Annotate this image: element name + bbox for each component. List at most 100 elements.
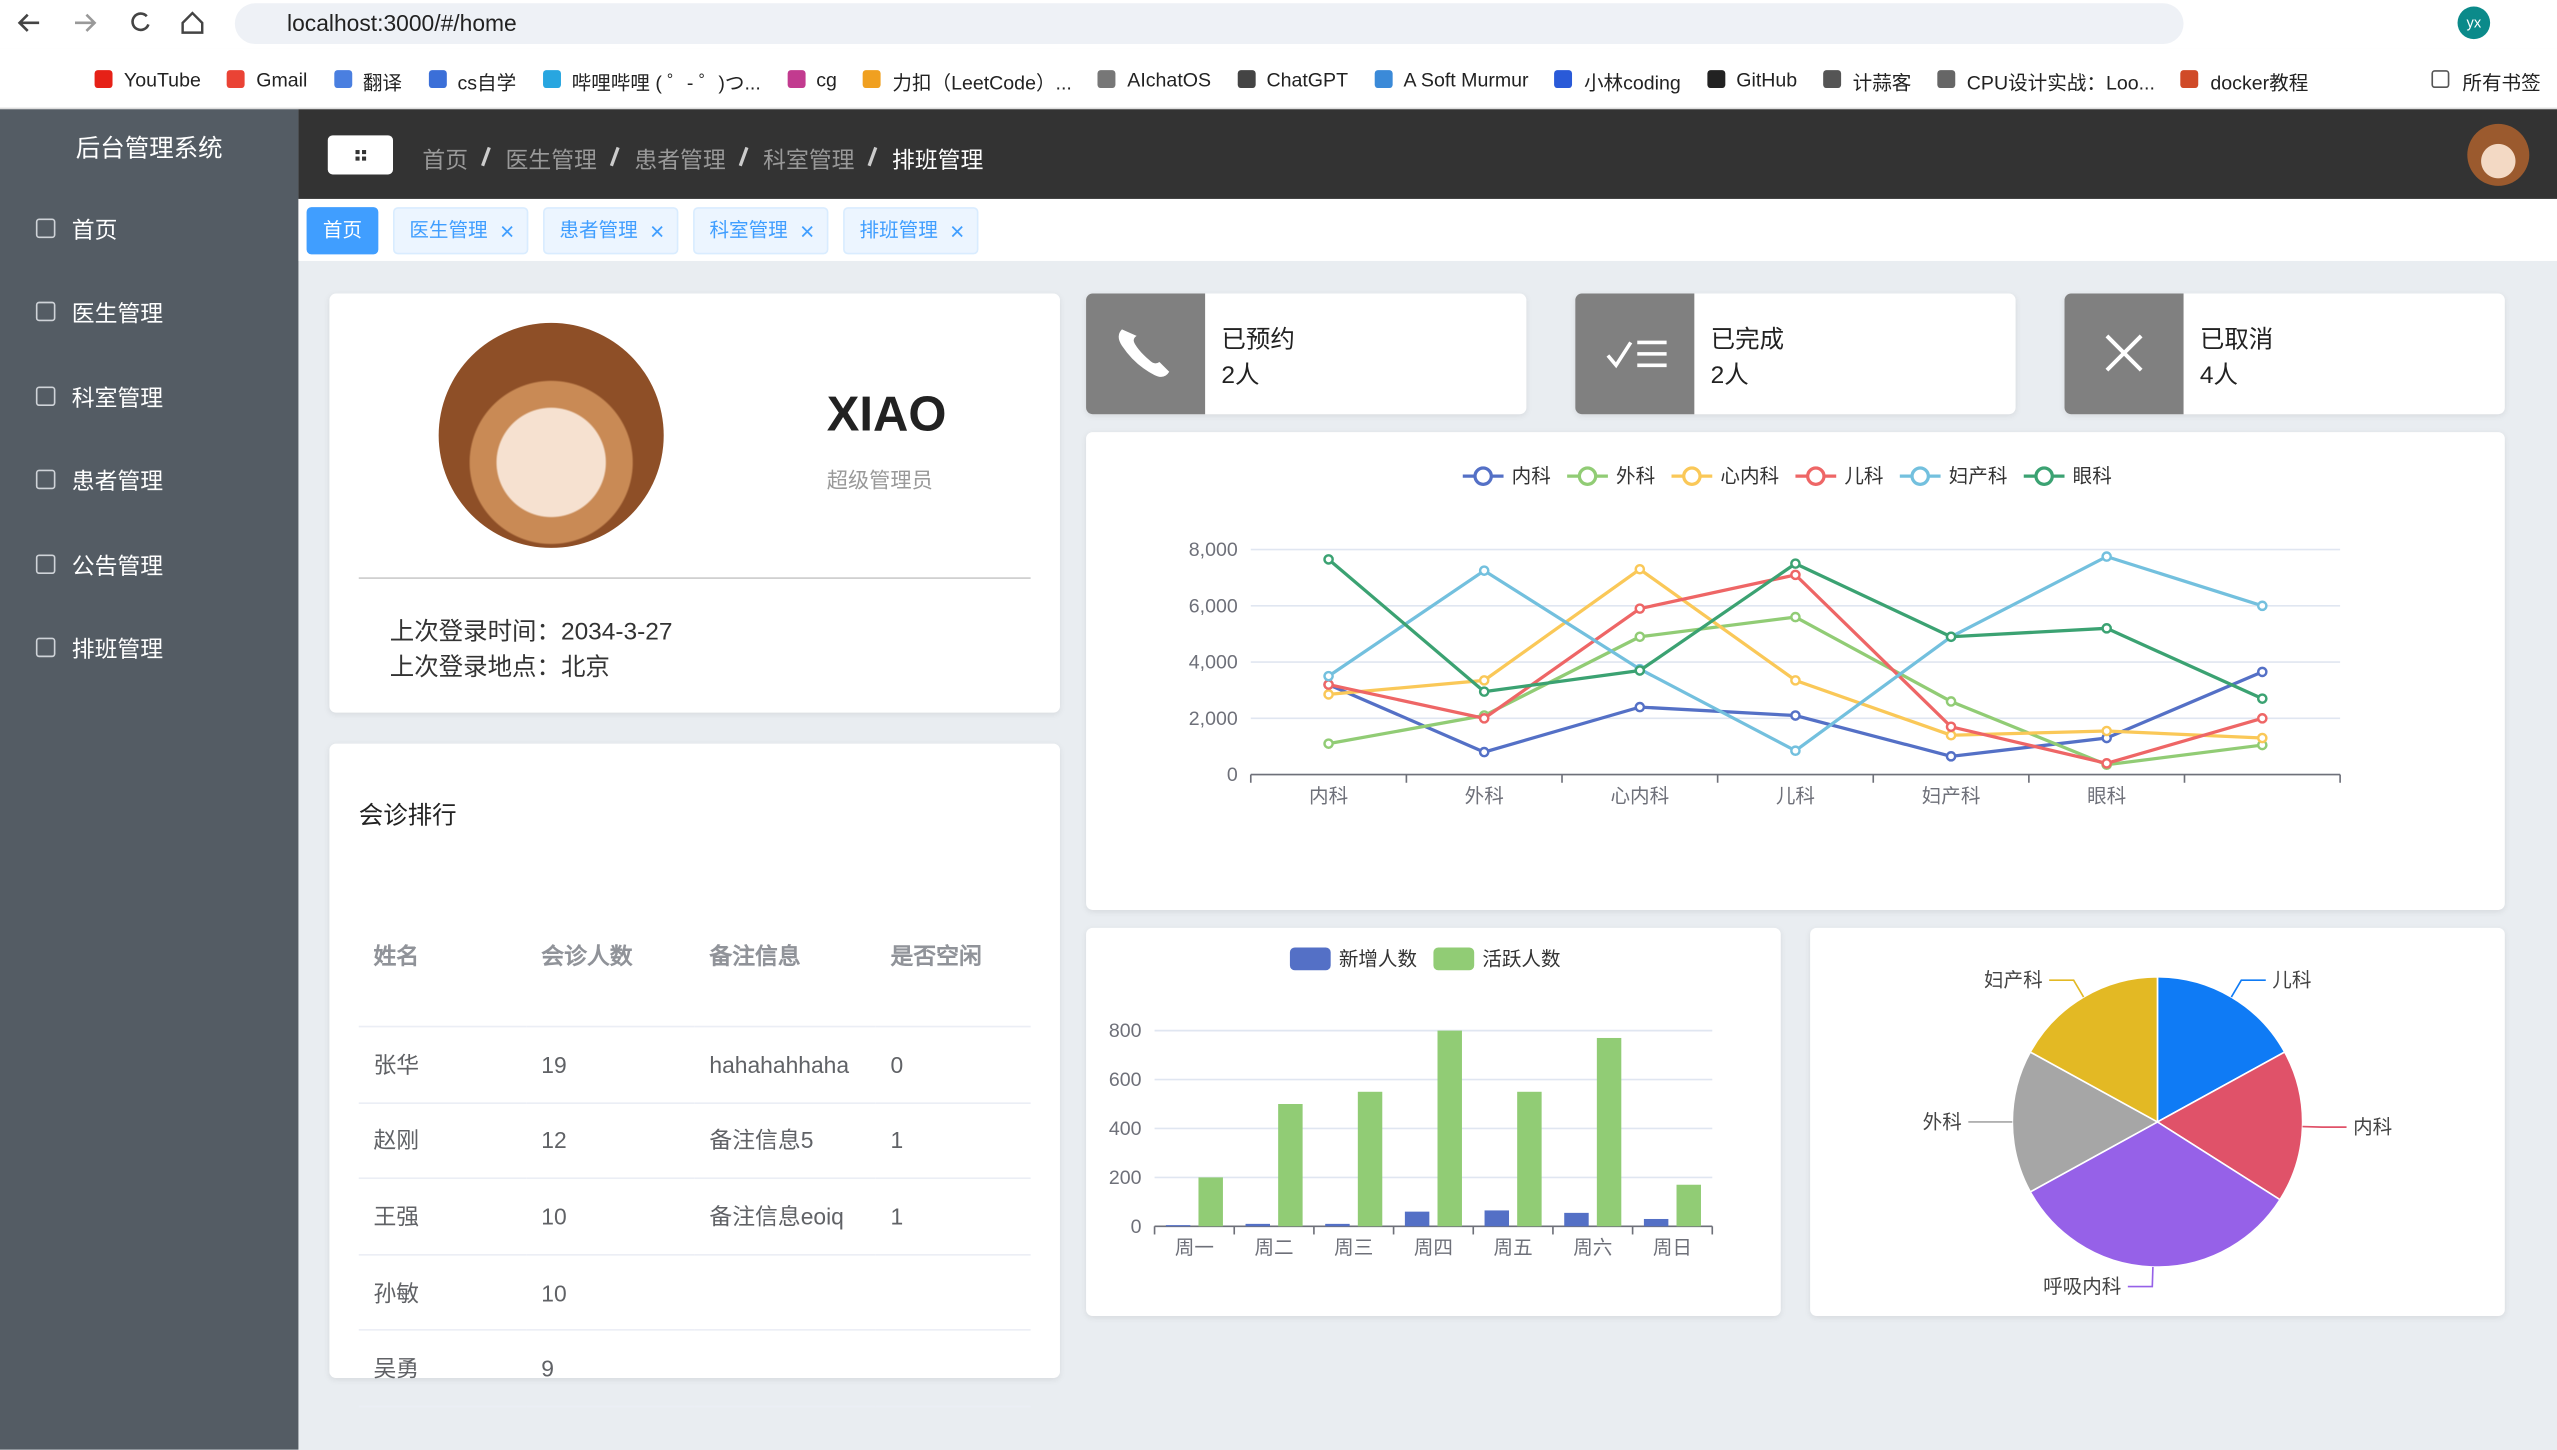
bookmark[interactable]: Gmail [256, 68, 308, 92]
breadcrumb-item[interactable]: 医生管理 [505, 146, 597, 173]
data-point [1634, 631, 1646, 643]
legend-marker [1682, 466, 1702, 486]
bookmark[interactable]: YouTube [123, 68, 201, 92]
menu-item[interactable]: 医生管理 [71, 300, 164, 327]
legend-marker [1806, 466, 1826, 486]
bookmark-icon [1237, 70, 1256, 89]
breadcrumb-item[interactable]: 首页 [422, 146, 469, 173]
tab[interactable]: 排班管理 [843, 207, 979, 255]
bookmark[interactable]: cg [816, 68, 837, 92]
profile-avatar[interactable]: yx [2457, 6, 2491, 40]
column-header: 姓名 [358, 885, 527, 1028]
pie-label: 内科 [2353, 1117, 2392, 1139]
x-tick-label: 周六 [1573, 1237, 1612, 1259]
bookmark[interactable]: 计蒜客 [1852, 71, 1912, 95]
data-point [1323, 738, 1334, 749]
tab-close[interactable] [938, 222, 977, 242]
label-line [2049, 979, 2085, 998]
data-point [2101, 725, 2112, 737]
legend-label: 内科 [1512, 466, 1551, 488]
data-point [1323, 679, 1334, 690]
breadcrumb-item[interactable]: 患者管理 [634, 146, 726, 173]
tab-close[interactable] [788, 222, 827, 242]
table-cell: 0 [875, 1026, 1031, 1104]
breadcrumb-item[interactable]: 科室管理 [763, 146, 855, 173]
menu-item[interactable]: 公告管理 [71, 552, 164, 579]
reload-icon[interactable] [131, 12, 150, 32]
x-tick-label: 周四 [1414, 1237, 1453, 1259]
table-cell: 吴勇 [358, 1330, 527, 1408]
x-tick-label: 周五 [1494, 1237, 1533, 1259]
tab-label: 医生管理 [409, 218, 488, 242]
forward-icon[interactable] [75, 13, 97, 32]
tab-close[interactable] [638, 222, 677, 242]
bookmark[interactable]: A Soft Murmur [1403, 68, 1529, 92]
user-avatar[interactable] [2467, 123, 2530, 186]
back-icon[interactable] [17, 13, 40, 32]
table-cell: 备注信息5 [694, 1102, 876, 1180]
collapse-button[interactable] [327, 135, 394, 175]
line-chart: 内科 外科 心内科 儿科 妇产科 眼科02,0004,0006,0008,000内科 外科心… [1189, 466, 2341, 807]
menu-item[interactable]: 首页 [71, 216, 118, 243]
table-cell: 备注信息eoiq [694, 1178, 876, 1256]
menu-item[interactable]: 排班管理 [71, 635, 164, 663]
data-point [2257, 732, 2268, 744]
x-tick-label: 妇产科 [1922, 785, 1981, 807]
bookmark-icon [1554, 70, 1573, 89]
bookmark[interactable]: AIchatOS [1127, 68, 1212, 92]
tab[interactable]: 医生管理 [393, 207, 529, 255]
bookmark[interactable]: 翻译 [362, 71, 403, 95]
pie-label: 儿科 [2272, 970, 2311, 992]
bookmark[interactable]: 哔哩哔哩 ( ゜- ゜)つ... [571, 71, 761, 95]
data-point [1634, 665, 1646, 676]
y-tick-label: 600 [1109, 1069, 1142, 1091]
tab[interactable]: 首页 [306, 207, 379, 255]
menu-item[interactable]: 患者管理 [71, 468, 164, 495]
url[interactable]: localhost:3000/#/home [287, 9, 517, 36]
pie-slice [2011, 1050, 2160, 1193]
legend-label: 活跃人数 [1482, 948, 1560, 970]
x-tick-label: 儿科 [1776, 785, 1815, 807]
tab-label: 科室管理 [709, 218, 788, 242]
label-line [2230, 979, 2266, 998]
bar [1278, 1104, 1303, 1227]
bar [1564, 1212, 1589, 1227]
data-point [1634, 563, 1646, 575]
bookmark[interactable]: docker教程 [2210, 71, 2309, 95]
data-point [2257, 693, 2268, 704]
bookmark[interactable]: 小林coding [1583, 71, 1681, 95]
tab[interactable]: 患者管理 [543, 207, 679, 255]
bookmark[interactable]: 力扣（LeetCode）... [892, 71, 1072, 95]
bookmark[interactable]: GitHub [1736, 68, 1798, 92]
data-point [1945, 721, 1957, 733]
pie-label: 外科 [1923, 1111, 1962, 1133]
all-bookmarks[interactable]: 所有书签 [2462, 71, 2541, 95]
divider [358, 577, 1031, 579]
legend-label: 妇产科 [1949, 466, 2008, 488]
bookmark-icon [1937, 70, 1956, 89]
bookmark[interactable]: cs自学 [457, 71, 517, 95]
cancel-icon [2105, 334, 2143, 372]
label-line [2127, 1266, 2154, 1288]
tab[interactable]: 科室管理 [693, 207, 829, 255]
sidebar [0, 109, 299, 1450]
bookmark[interactable]: CPU设计实战：Loo... [1966, 71, 2155, 95]
bar [1198, 1177, 1223, 1227]
legend-marker [1289, 947, 1331, 971]
address-bar[interactable] [234, 3, 2184, 45]
menu-item[interactable]: 科室管理 [71, 384, 164, 411]
table-row: 王强 10 备注信息eoiq 1 [358, 1178, 1031, 1256]
bookmark-folder-icon [2431, 70, 2450, 89]
legend-marker [2034, 466, 2054, 486]
tab-close[interactable] [488, 222, 527, 242]
data-point [1478, 713, 1490, 724]
tab-label: 排班管理 [859, 218, 938, 242]
data-point [1323, 670, 1334, 682]
x-tick-label: 外科 [1465, 785, 1504, 807]
bookmark[interactable]: ChatGPT [1266, 68, 1349, 92]
home-icon[interactable] [181, 11, 204, 34]
data-point [1323, 554, 1334, 565]
tab-label: 首页 [322, 218, 363, 242]
bookmark-icon [2181, 70, 2199, 89]
